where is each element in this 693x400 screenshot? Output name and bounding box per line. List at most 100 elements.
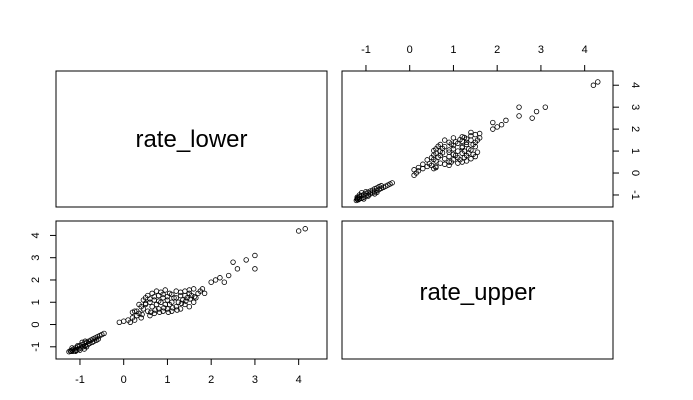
scatter-point [164, 306, 171, 312]
scatter-point [468, 137, 474, 143]
scatter-point [69, 345, 75, 351]
top-tick-label: 0 [407, 44, 413, 56]
scatter-point [435, 154, 441, 160]
right-tick-label: 0 [629, 170, 641, 176]
scatter-point [138, 315, 144, 321]
scatter-point [411, 167, 417, 173]
scatter-point [165, 309, 172, 315]
scatter-point [415, 164, 422, 171]
scatter-point [121, 318, 127, 324]
scatter-point [437, 160, 444, 166]
panel-rate-lower-label [55, 70, 328, 208]
scatter-point [151, 310, 158, 317]
scatter-point [463, 158, 470, 164]
scatter-point [446, 159, 452, 165]
left-tick-label: 0 [30, 321, 42, 327]
scatter-point [129, 309, 136, 315]
scatter-point [180, 297, 186, 303]
scatter-point [160, 308, 166, 314]
scatter-point [474, 149, 481, 155]
scatter-point [174, 307, 180, 313]
scatter-point [201, 290, 208, 297]
scatter-point [230, 259, 236, 265]
scatter-point [498, 122, 505, 128]
scatter-point [459, 143, 465, 150]
scatter-point [595, 79, 601, 85]
scatter-point [212, 277, 219, 283]
scatter-point [155, 306, 162, 312]
scatter-point [420, 161, 426, 167]
scatter-point [91, 338, 97, 344]
scatter-point [149, 304, 155, 310]
scatter-point [199, 286, 206, 292]
scatter-point [365, 193, 371, 199]
diag-label-rate-upper: rate_upper [419, 279, 535, 306]
scatter-point [455, 160, 461, 166]
scatter-point [441, 156, 448, 162]
top-tick-label: 2 [494, 44, 500, 56]
scatter-point [452, 139, 459, 145]
scatter-point [420, 165, 426, 172]
scatter-point [186, 304, 193, 310]
scatter-point [145, 308, 151, 314]
top-x-axis: -1 0 1 2 3 4 [361, 44, 588, 72]
top-tick-label: 4 [582, 44, 588, 56]
scatter-point [448, 141, 454, 147]
scatter-point [131, 317, 138, 323]
bottom-tick-label: 1 [164, 374, 170, 386]
scatter-point [468, 156, 474, 162]
scatter-point [542, 104, 548, 110]
scatter-point [82, 338, 88, 344]
left-tick-label: 3 [30, 255, 42, 261]
scatter-point [448, 159, 454, 165]
scatter-point [182, 288, 188, 294]
scatter-point [439, 145, 446, 152]
scatter-point [101, 330, 107, 337]
scatter-point [186, 287, 193, 293]
scatter-point [136, 310, 142, 317]
scatter-point [435, 143, 441, 149]
scatter-point [441, 161, 448, 167]
scatter-point [190, 299, 197, 305]
right-tick-label: 3 [629, 104, 641, 110]
scatter-point [494, 124, 500, 130]
scatter-point [455, 148, 461, 154]
scatter-point [468, 129, 474, 136]
scatter-point [361, 196, 367, 202]
scatter-point [86, 340, 93, 347]
scatter-point [173, 288, 179, 294]
scatter-point [431, 147, 437, 154]
scatter-point [153, 301, 160, 308]
scatter-point [155, 298, 162, 304]
scatter-point [452, 152, 459, 159]
scatter-point [529, 115, 535, 121]
scatter-point [164, 297, 171, 303]
left-tick-label: 4 [30, 232, 42, 238]
left-tick-label: -1 [30, 342, 42, 352]
scatter-point [234, 266, 241, 272]
scatter-point [461, 148, 468, 154]
scatter-point [243, 257, 249, 263]
scatter-point [457, 157, 463, 163]
scatter-point [466, 146, 472, 152]
scatter-point [295, 228, 302, 234]
scatter-point [217, 275, 223, 281]
scatter-point [182, 292, 188, 299]
scatter-point [446, 162, 452, 169]
scatter-point [156, 309, 163, 315]
scatter-point [169, 308, 175, 314]
scatter-point [152, 307, 158, 313]
scatter-point [147, 296, 153, 302]
top-tick-label: 1 [450, 44, 456, 56]
scatter-point [461, 154, 468, 161]
bottom-tick-label: 0 [121, 374, 127, 386]
scatter-point [139, 311, 145, 318]
scatter-point [127, 319, 133, 325]
scatter-point [177, 289, 184, 295]
scatter-point [470, 141, 476, 148]
scatter-point [79, 339, 85, 346]
scatter-point [178, 300, 185, 307]
scatter-point [142, 300, 149, 307]
scatter-point [95, 336, 102, 342]
